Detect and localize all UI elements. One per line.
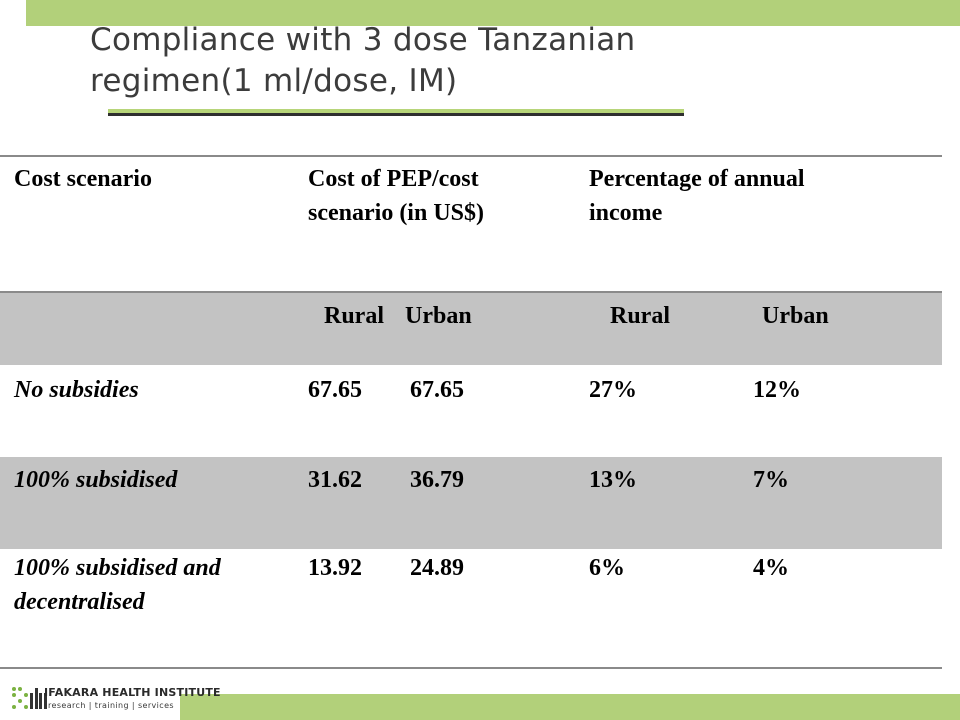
title-underline-green <box>108 109 684 115</box>
footer-accent-bar <box>180 694 960 720</box>
header-percentage-income-line1: Percentage of annual <box>589 166 805 192</box>
title-underline-dark <box>108 113 684 116</box>
row1-cost-urban: 67.65 <box>410 377 464 403</box>
top-accent-bar <box>0 0 960 26</box>
logo-name: IFAKARA HEALTH INSTITUTE <box>44 686 221 699</box>
row2-pct-rural: 13% <box>589 467 637 493</box>
table-header-row: Cost scenario Cost of PEP/cost scenario … <box>0 157 942 293</box>
row3-scenario-line1: 100% subsidised and <box>14 555 221 581</box>
top-accent-notch <box>0 0 26 26</box>
header-cost-of-pep: Cost of PEP/cost scenario (in US$) <box>308 162 484 230</box>
subheader-rural-pct: Rural <box>610 303 670 329</box>
row1-scenario: No subsidies <box>14 377 139 403</box>
row2-pct-urban: 7% <box>753 467 789 493</box>
row3-scenario: 100% subsidised and decentralised <box>14 551 221 619</box>
header-cost-of-pep-line1: Cost of PEP/cost <box>308 166 479 192</box>
row3-cost-rural: 13.92 <box>308 555 362 581</box>
slide-title: Compliance with 3 dose Tanzanian regimen… <box>90 20 910 102</box>
row2-scenario: 100% subsidised <box>14 467 178 493</box>
slide-title-line2: regimen(1 ml/dose, IM) <box>90 63 458 99</box>
table-row: 100% subsidised 31.62 36.79 13% 7% <box>0 457 942 549</box>
row3-scenario-line2: decentralised <box>14 589 145 615</box>
header-percentage-income-line2: income <box>589 200 663 226</box>
row3-cost-urban: 24.89 <box>410 555 464 581</box>
subheader-rural-cost: Rural <box>324 303 384 329</box>
header-cost-of-pep-line2: scenario (in US$) <box>308 200 484 226</box>
table-top-rule <box>0 155 942 157</box>
row3-pct-rural: 6% <box>589 555 625 581</box>
table-row: 100% subsidised and decentralised 13.92 … <box>0 549 942 667</box>
table-row: No subsidies 67.65 67.65 27% 12% <box>0 365 942 457</box>
subheader-top-rule <box>0 291 942 293</box>
header-cost-scenario: Cost scenario <box>14 166 152 192</box>
row3-pct-urban: 4% <box>753 555 789 581</box>
table-bottom-rule <box>0 667 942 669</box>
slide-title-line1: Compliance with 3 dose Tanzanian <box>90 22 636 58</box>
subheader-urban-pct: Urban <box>762 303 829 329</box>
ihi-logo-icon <box>12 687 47 709</box>
row2-cost-rural: 31.62 <box>308 467 362 493</box>
row2-cost-urban: 36.79 <box>410 467 464 493</box>
row1-pct-rural: 27% <box>589 377 637 403</box>
logo-tagline: research | training | services <box>48 701 174 710</box>
header-percentage-income: Percentage of annual income <box>589 162 805 230</box>
row1-pct-urban: 12% <box>753 377 801 403</box>
subheader-urban-cost: Urban <box>405 303 472 329</box>
table-subheader-row: Rural Urban Rural Urban <box>0 293 942 365</box>
row1-cost-rural: 67.65 <box>308 377 362 403</box>
